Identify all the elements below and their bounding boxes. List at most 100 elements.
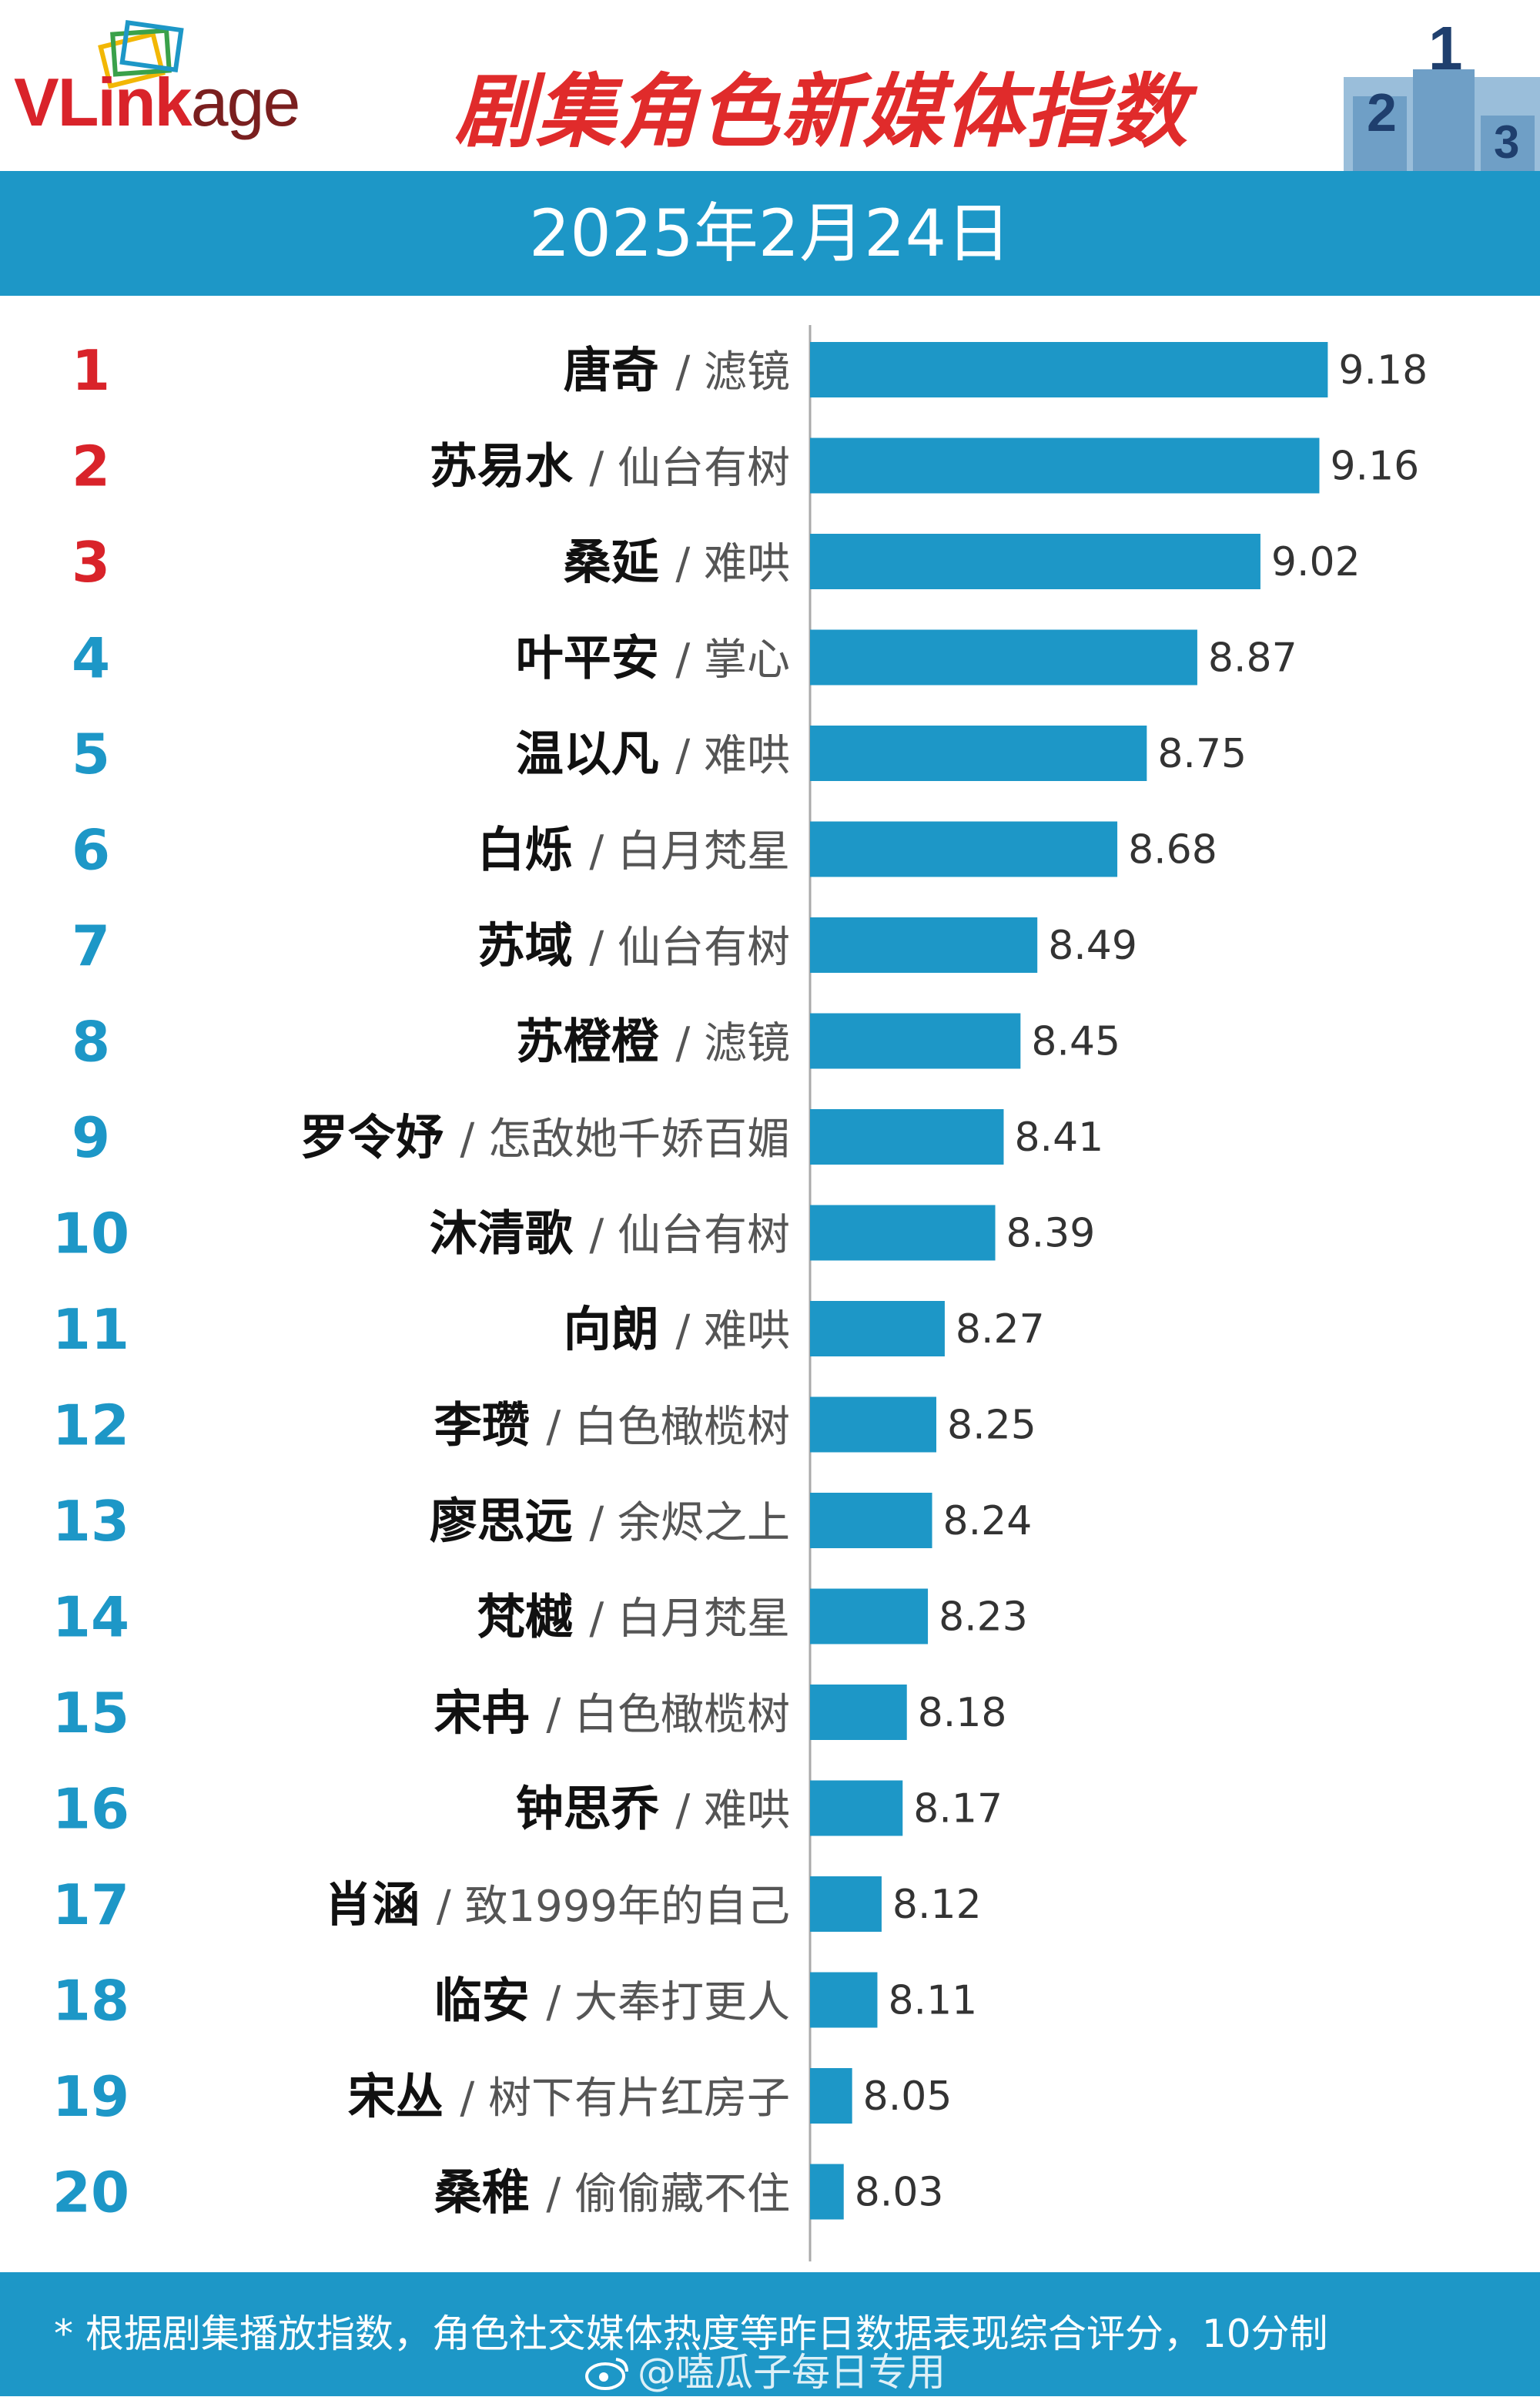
value-label: 8.39 [1006, 1211, 1096, 1257]
watermark-text: @嗑瓜子每日专用 [638, 2350, 946, 2395]
row-label: 廖思远 / 余烬之上 [430, 1493, 790, 1549]
bar [810, 1109, 1004, 1165]
row-label: 肖涵 / 致1999年的自己 [324, 1876, 790, 1933]
chart-row: 18 临安 / 大奉打更人 8.11 [52, 1969, 977, 2033]
role-name: 沐清歌 [430, 1205, 590, 1262]
value-label: 9.16 [1330, 444, 1419, 490]
drama-name: / 白月梵星 [589, 1594, 790, 1644]
bar [810, 2068, 852, 2124]
row-label: 白烁 / 白月梵星 [477, 822, 790, 878]
role-name: 钟思乔 [516, 1781, 676, 1837]
drama-name: / 白月梵星 [589, 827, 790, 877]
rank-label: 2 [72, 434, 110, 499]
rank-label: 3 [72, 530, 110, 595]
role-name: 廖思远 [430, 1493, 590, 1549]
drama-name: / 难哄 [675, 1306, 790, 1356]
value-label: 8.41 [1014, 1115, 1103, 1161]
value-label: 8.68 [1128, 827, 1217, 873]
role-name: 苏易水 [430, 438, 590, 494]
role-name: 桑稚 [434, 2164, 547, 2221]
value-label: 8.24 [943, 1498, 1033, 1544]
chart-row: 3 桑延 / 难哄 9.02 [72, 530, 1361, 595]
drama-name: / 仙台有树 [589, 444, 790, 494]
chart-rows: 1 唐奇 / 滤镜 9.18 2 苏易水 / 仙台有树 9.16 3 桑延 / 难哄 9.02 4… [52, 338, 1428, 2225]
rank-label: 10 [52, 1202, 129, 1266]
row-label: 温以凡 / 难哄 [516, 726, 790, 782]
drama-name: / 致1999年的自己 [437, 1882, 790, 1932]
value-label: 9.02 [1271, 539, 1361, 585]
value-label: 8.27 [956, 1306, 1045, 1353]
chart-row: 16 钟思乔 / 难哄 8.17 [52, 1777, 1003, 1842]
bar [810, 1205, 996, 1261]
drama-name: / 难哄 [675, 539, 790, 589]
bar [810, 342, 1328, 397]
drama-name: / 大奉打更人 [546, 1978, 790, 2028]
row-label: 叶平安 / 掌心 [516, 630, 790, 686]
bar [810, 1780, 903, 1836]
role-name: 桑延 [564, 534, 676, 590]
row-label: 临安 / 大奉打更人 [434, 1973, 790, 2029]
bar [810, 1685, 907, 1740]
value-label: 8.05 [863, 2073, 952, 2120]
row-label: 桑稚 / 偷偷藏不住 [434, 2164, 790, 2221]
bar [810, 2164, 844, 2220]
rank-label: 7 [72, 914, 110, 978]
value-label: 8.03 [855, 2170, 944, 2216]
footnote: * 根据剧集播放指数，角色社交媒体热度等昨日数据表现综合评分，10分制 [54, 2312, 1328, 2356]
logo-frames-icon [98, 19, 184, 89]
bar [810, 1588, 929, 1644]
role-name: 唐奇 [564, 342, 676, 398]
chart-row: 15 宋冉 / 白色橄榄树 8.18 [52, 1681, 1007, 1745]
chart-row: 6 白烁 / 白月梵星 8.68 [72, 818, 1217, 883]
drama-name: / 怎敌她千娇百媚 [460, 1115, 790, 1165]
chart-row: 9 罗令妤 / 怎敌她千娇百媚 8.41 [72, 1105, 1103, 1170]
rank-label: 16 [52, 1777, 129, 1842]
rank-label: 6 [72, 818, 110, 883]
rank-label: 18 [52, 1969, 129, 2033]
chart-row: 17 肖涵 / 致1999年的自己 8.12 [52, 1872, 982, 1937]
row-label: 钟思乔 / 难哄 [516, 1781, 790, 1837]
podium-icon: 2 1 3 [1344, 23, 1540, 171]
chart-row: 19 宋丛 / 树下有片红房子 8.05 [52, 2064, 952, 2129]
podium-first: 1 [1428, 23, 1463, 82]
value-label: 8.23 [939, 1594, 1028, 1641]
row-label: 梵樾 / 白月梵星 [477, 1589, 790, 1645]
drama-name: / 滤镜 [675, 1019, 790, 1069]
chart-row: 7 苏域 / 仙台有树 8.49 [72, 914, 1137, 978]
bar [810, 1013, 1021, 1069]
drama-name: / 仙台有树 [589, 1211, 790, 1261]
chart-row: 10 沐清歌 / 仙台有树 8.39 [52, 1202, 1095, 1266]
rank-label: 20 [52, 2161, 129, 2225]
row-label: 沐清歌 / 仙台有树 [430, 1205, 790, 1262]
value-label: 8.18 [918, 1690, 1007, 1736]
row-label: 唐奇 / 滤镜 [564, 342, 790, 398]
value-label: 8.75 [1157, 731, 1247, 777]
drama-name: / 难哄 [675, 1786, 790, 1836]
value-label: 8.49 [1048, 923, 1137, 969]
role-name: 宋丛 [348, 2068, 460, 2124]
bar [810, 534, 1260, 589]
watermark: @嗑瓜子每日专用 [585, 2342, 946, 2397]
value-label: 8.11 [888, 1978, 977, 2024]
bar [810, 1972, 878, 2028]
bar [810, 629, 1197, 686]
drama-name: / 滤镜 [675, 347, 790, 397]
drama-name: / 白色橄榄树 [546, 1690, 790, 1740]
role-name: 肖涵 [324, 1876, 437, 1933]
drama-name: / 掌心 [675, 635, 790, 686]
row-label: 罗令妤 / 怎敌她千娇百媚 [300, 1109, 790, 1165]
bar [810, 821, 1118, 877]
bar [810, 437, 1320, 494]
bar [810, 917, 1038, 973]
role-name: 临安 [434, 1973, 547, 2029]
drama-name: / 难哄 [675, 731, 790, 781]
role-name: 白烁 [477, 822, 590, 878]
chart-row: 11 向朗 / 难哄 8.27 [52, 1297, 1045, 1362]
role-name: 向朗 [564, 1301, 676, 1357]
chart-row: 13 廖思远 / 余烬之上 8.24 [52, 1489, 1032, 1554]
row-label: 苏域 / 仙台有树 [477, 917, 790, 974]
rank-label: 19 [52, 2064, 129, 2129]
row-label: 苏橙橙 / 滤镜 [516, 1014, 790, 1070]
rank-label: 12 [52, 1393, 129, 1458]
podium-third: 3 [1494, 116, 1519, 168]
